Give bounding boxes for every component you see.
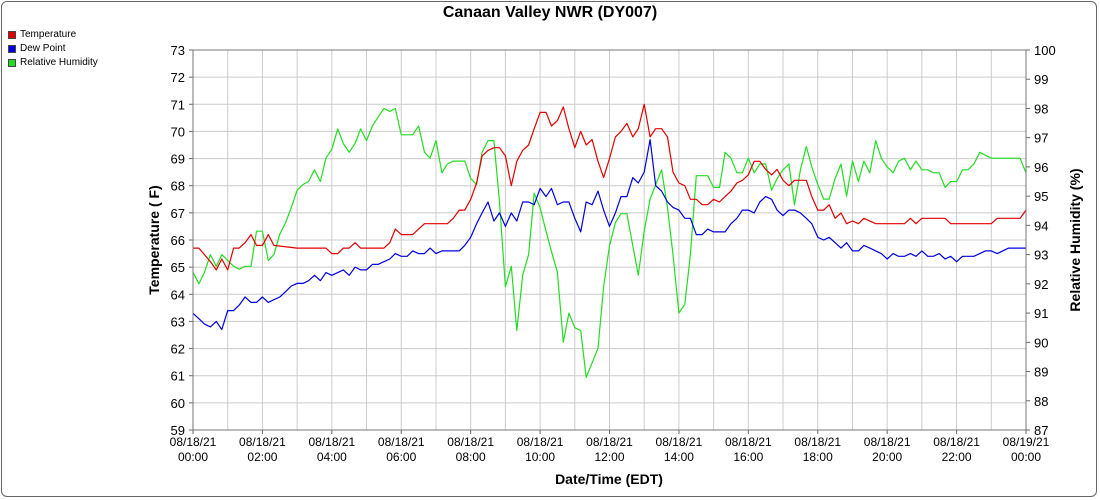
y-tick-label: 72 (171, 70, 185, 85)
x-tick-label-time: 06:00 (386, 450, 416, 464)
legend-label-temperature: Temperature (20, 29, 77, 40)
x-tick-label-date: 08/18/21 (517, 435, 564, 449)
series-lines (193, 103, 1026, 378)
x-tick-label-date: 08/18/21 (586, 435, 633, 449)
y-tick-label: 59 (171, 423, 185, 438)
y-tick-label: 67 (171, 206, 185, 221)
legend-item-relative-humidity: Relative Humidity (8, 56, 98, 70)
x-tick-label-date: 08/18/21 (725, 435, 772, 449)
y2-tick-label: 94 (1034, 218, 1048, 233)
x-tick-label-date: 08/18/21 (378, 435, 425, 449)
y-axis-label: Temperature ( F) (146, 185, 162, 294)
x-tick-label-date: 08/18/21 (170, 435, 217, 449)
y2-tick-label: 89 (1034, 365, 1048, 380)
y2-tick-label: 95 (1034, 189, 1048, 204)
x-tick-label-date: 08/18/21 (864, 435, 911, 449)
x-tick-label-date: 08/18/21 (239, 435, 286, 449)
plot-border (192, 49, 1027, 431)
x-tick-label-date: 08/18/21 (933, 435, 980, 449)
x-axis-label: Date/Time (EDT) (555, 471, 663, 487)
series-line-dew-point (193, 139, 1026, 331)
legend-swatch-relative-humidity (8, 59, 16, 67)
y-tick-label: 60 (171, 396, 185, 411)
y-tick-label: 64 (171, 287, 185, 302)
y2-tick-label: 88 (1034, 394, 1048, 409)
x-tick-label-time: 12:00 (594, 450, 624, 464)
x-tick-label-time: 16:00 (733, 450, 763, 464)
y-tick-label: 73 (171, 43, 185, 58)
y2-tick-label: 98 (1034, 101, 1048, 116)
y-tick-label: 65 (171, 260, 185, 275)
y2-tick-label: 93 (1034, 248, 1048, 263)
y2-tick-label: 100 (1034, 43, 1056, 58)
x-tick-label-time: 20:00 (872, 450, 902, 464)
legend-item-temperature: Temperature (8, 28, 98, 42)
axes: 59 60 61 62 63 64 65 66 67 68 69 70 71 72 73 87 88 89 90 91… (170, 43, 1056, 464)
chart-title: Canaan Valley NWR (DY007) (442, 4, 658, 21)
y2-tick-label: 96 (1034, 160, 1048, 175)
y2-tick-label: 97 (1034, 131, 1048, 146)
legend-item-dew-point: Dew Point (8, 42, 98, 56)
grid (192, 49, 1027, 431)
y-tick-label: 66 (171, 233, 185, 248)
legend: Temperature Dew Point Relative Humidity (8, 28, 98, 70)
y-tick-label: 68 (171, 179, 185, 194)
y2-tick-label: 87 (1034, 423, 1048, 438)
x-tick-label-time: 00:00 (178, 450, 208, 464)
x-tick-label-time: 08:00 (456, 450, 486, 464)
y2-tick-label: 92 (1034, 277, 1048, 292)
y-tick-label: 71 (171, 97, 185, 112)
series-line-temperature (193, 103, 1026, 271)
y-tick-label: 69 (171, 152, 185, 167)
x-tick-label-time: 04:00 (317, 450, 347, 464)
y-tick-label: 63 (171, 314, 185, 329)
legend-swatch-temperature (8, 31, 16, 39)
y-tick-label: 62 (171, 342, 185, 357)
x-tick-label-date: 08/18/21 (447, 435, 494, 449)
legend-label-relative-humidity: Relative Humidity (20, 57, 98, 68)
y2-tick-label: 99 (1034, 72, 1048, 87)
x-tick-label-time: 00:00 (1011, 450, 1041, 464)
x-tick-label-time: 10:00 (525, 450, 555, 464)
y-tick-label: 70 (171, 124, 185, 139)
x-tick-label-date: 08/19/21 (1003, 435, 1050, 449)
x-tick-label-date: 08/18/21 (794, 435, 841, 449)
legend-label-dew-point: Dew Point (20, 43, 66, 54)
x-tick-label-time: 14:00 (664, 450, 694, 464)
y2-tick-label: 91 (1034, 306, 1048, 321)
legend-swatch-dew-point (8, 45, 16, 53)
x-tick-label-time: 22:00 (942, 450, 972, 464)
y2-tick-label: 90 (1034, 335, 1048, 350)
x-tick-label-time: 02:00 (247, 450, 277, 464)
y2-axis-label: Relative Humidity (%) (1067, 168, 1083, 311)
series-line-relative-humidity (193, 107, 1026, 378)
x-tick-label-time: 18:00 (803, 450, 833, 464)
y-tick-label: 61 (171, 369, 185, 384)
x-tick-label-date: 08/18/21 (308, 435, 355, 449)
x-tick-label-date: 08/18/21 (656, 435, 703, 449)
